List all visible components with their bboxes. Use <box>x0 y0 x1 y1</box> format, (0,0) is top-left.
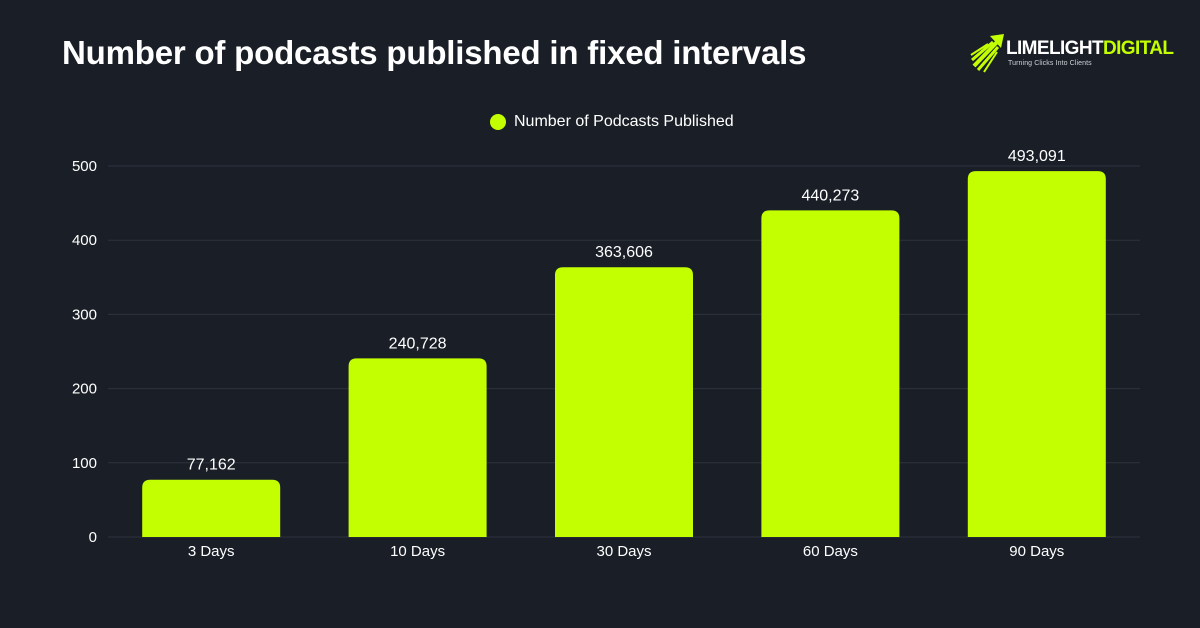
data-label: 440,273 <box>801 187 859 204</box>
x-tick-label: 3 Days <box>188 543 235 560</box>
legend-swatch <box>490 114 506 130</box>
chart-title: Number of podcasts published in fixed in… <box>62 34 807 71</box>
x-tick-label: 10 Days <box>390 543 445 560</box>
data-label: 77,162 <box>187 457 236 474</box>
rocket-arrow-icon <box>970 34 1004 73</box>
y-tick-label: 200 <box>72 381 97 398</box>
y-tick-label: 0 <box>89 529 97 546</box>
brand-name-green: DIGITAL <box>1102 38 1174 59</box>
bar <box>348 358 487 537</box>
legend-label: Number of Podcasts Published <box>514 113 734 130</box>
y-tick-label: 100 <box>72 455 97 472</box>
bar <box>761 210 900 537</box>
x-tick-label: 30 Days <box>596 543 651 560</box>
data-label: 493,091 <box>1008 148 1066 165</box>
bar <box>555 267 693 537</box>
x-tick-label: 60 Days <box>803 543 858 560</box>
data-label: 240,728 <box>389 335 447 352</box>
brand-name: LIMELIGHTDIGITAL <box>1006 38 1174 60</box>
bar <box>142 479 281 537</box>
bar <box>967 171 1106 538</box>
data-label: 363,606 <box>595 244 653 261</box>
brand-tagline: Turning Clicks Into Clients <box>1008 60 1092 67</box>
y-tick-label: 500 <box>72 158 97 175</box>
y-tick-label: 300 <box>72 306 97 323</box>
brand-name-white: LIMELIGHT <box>1006 38 1104 59</box>
chart-legend: Number of Podcasts Published <box>490 113 734 131</box>
x-tick-label: 90 Days <box>1009 543 1064 560</box>
brand-logo: LIMELIGHTDIGITAL Turning Clicks Into Cli… <box>968 30 1174 80</box>
y-tick-label: 400 <box>72 232 97 249</box>
